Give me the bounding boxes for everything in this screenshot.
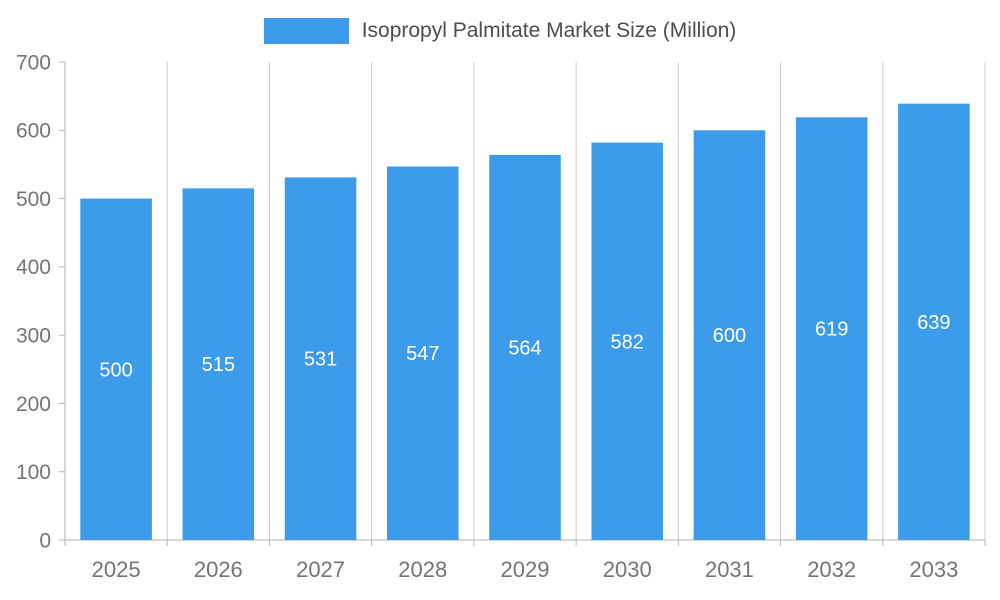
bar-value-label: 531 [304,349,337,371]
x-tick-label: 2031 [705,557,754,582]
bar-value-label: 564 [508,337,541,359]
bar [80,198,152,541]
bar [795,117,868,540]
y-tick-label: 300 [16,324,51,347]
bar-value-label: 619 [815,319,848,341]
y-tick-label: 500 [16,188,51,211]
x-tick-label: 2027 [296,557,345,582]
x-tick-label: 2026 [194,557,243,582]
y-tick-label: 600 [16,120,51,143]
legend-swatch [263,18,349,44]
x-tick-label: 2028 [398,557,447,582]
x-tick-label: 2033 [909,557,958,582]
bar-value-label: 582 [611,331,644,353]
bar [591,142,663,540]
bar-value-label: 515 [202,354,235,376]
bar-value-label: 639 [917,312,950,334]
x-tick-label: 2029 [501,557,550,582]
x-tick-label: 2032 [807,557,856,582]
bar [898,103,970,540]
legend-label: Isopropyl Palmitate Market Size (Million… [361,19,737,42]
bar [387,166,459,540]
x-tick-label: 2030 [603,557,652,582]
bar-value-label: 600 [713,325,746,347]
y-tick-label: 100 [16,461,51,484]
bar [489,154,561,540]
legend: Isopropyl Palmitate Market Size (Million… [0,18,1000,44]
y-tick-label: 400 [16,256,51,279]
bar [284,177,357,540]
bar-value-label: 500 [99,359,132,381]
x-tick-label: 2025 [92,557,141,582]
bar [693,130,766,541]
y-tick-label: 700 [16,51,51,74]
bar-value-label: 547 [406,343,439,365]
y-tick-label: 0 [39,529,51,552]
y-tick-label: 200 [16,393,51,416]
bar [182,188,255,541]
